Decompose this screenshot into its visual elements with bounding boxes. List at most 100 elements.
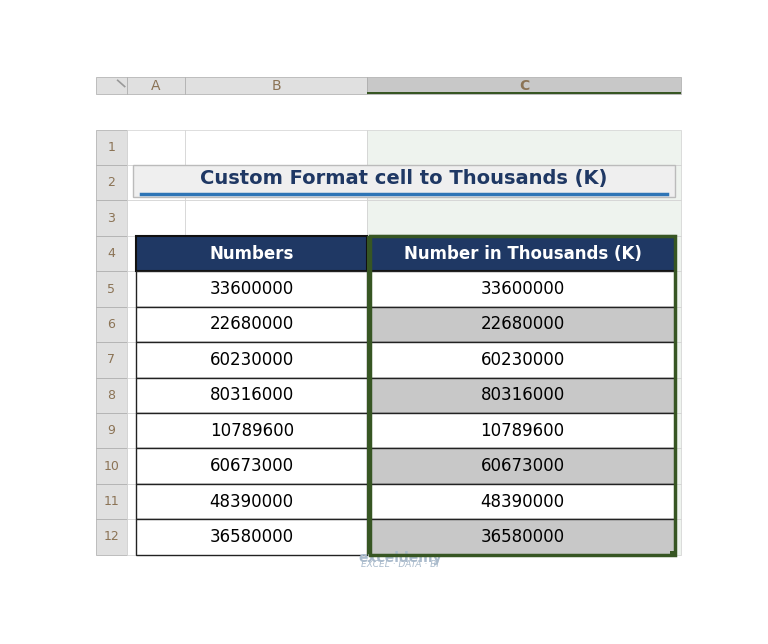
Bar bbox=[127, 236, 185, 271]
Text: 1: 1 bbox=[108, 141, 115, 154]
Bar bbox=[185, 236, 367, 271]
Text: 60673000: 60673000 bbox=[481, 457, 564, 475]
Bar bbox=[367, 377, 681, 413]
Bar bbox=[370, 236, 675, 554]
Bar bbox=[127, 165, 185, 200]
Text: Numbers: Numbers bbox=[210, 245, 294, 263]
Text: 7: 7 bbox=[108, 354, 115, 366]
Bar bbox=[367, 377, 369, 413]
Bar bbox=[127, 271, 185, 307]
Bar bbox=[136, 271, 367, 307]
Bar bbox=[127, 413, 185, 448]
Bar bbox=[367, 77, 681, 94]
Bar bbox=[367, 307, 369, 342]
Bar bbox=[185, 165, 367, 200]
Bar bbox=[96, 307, 127, 342]
Bar bbox=[136, 519, 367, 554]
Text: 11: 11 bbox=[104, 495, 119, 508]
Bar bbox=[367, 236, 681, 271]
Text: 48390000: 48390000 bbox=[210, 493, 294, 511]
Bar bbox=[127, 77, 185, 94]
Bar bbox=[367, 484, 681, 519]
Bar bbox=[136, 377, 367, 413]
Bar bbox=[96, 236, 127, 271]
Text: 48390000: 48390000 bbox=[481, 493, 564, 511]
Bar bbox=[367, 519, 681, 554]
Bar bbox=[370, 377, 675, 413]
Bar bbox=[127, 448, 185, 484]
Bar bbox=[96, 129, 127, 165]
Text: 8: 8 bbox=[108, 389, 115, 402]
Text: 6: 6 bbox=[108, 318, 115, 331]
Bar bbox=[136, 448, 367, 484]
Text: 3: 3 bbox=[108, 212, 115, 225]
Bar bbox=[367, 271, 369, 307]
Bar bbox=[370, 342, 675, 377]
Text: 60230000: 60230000 bbox=[210, 351, 294, 369]
Text: Number in Thousands (K): Number in Thousands (K) bbox=[404, 245, 641, 263]
Bar bbox=[367, 200, 681, 236]
Text: EXCEL · DATA · BI: EXCEL · DATA · BI bbox=[361, 560, 439, 569]
Bar bbox=[367, 165, 681, 200]
Bar bbox=[185, 200, 367, 236]
Text: 9: 9 bbox=[108, 424, 115, 437]
Text: 36580000: 36580000 bbox=[481, 528, 564, 546]
Bar bbox=[367, 236, 369, 554]
Text: C: C bbox=[519, 79, 529, 93]
Bar bbox=[96, 413, 127, 448]
Bar bbox=[370, 236, 675, 271]
Bar bbox=[127, 377, 185, 413]
Text: 2: 2 bbox=[108, 176, 115, 189]
Bar bbox=[370, 484, 675, 519]
Bar bbox=[370, 307, 675, 342]
Text: 36580000: 36580000 bbox=[210, 528, 294, 546]
Text: exceldemy: exceldemy bbox=[358, 551, 442, 565]
Text: 10789600: 10789600 bbox=[210, 422, 294, 440]
Bar bbox=[127, 129, 185, 165]
Bar bbox=[127, 484, 185, 519]
Text: 10789600: 10789600 bbox=[481, 422, 564, 440]
Bar bbox=[185, 413, 367, 448]
Text: B: B bbox=[271, 79, 281, 93]
Text: 80316000: 80316000 bbox=[481, 386, 564, 404]
Bar bbox=[133, 165, 675, 198]
Bar bbox=[367, 519, 369, 554]
Bar bbox=[367, 413, 369, 448]
Text: 4: 4 bbox=[108, 247, 115, 260]
Bar bbox=[127, 342, 185, 377]
Text: Custom Format cell to Thousands (K): Custom Format cell to Thousands (K) bbox=[200, 169, 607, 187]
Text: 22680000: 22680000 bbox=[481, 316, 564, 334]
Bar bbox=[96, 200, 127, 236]
Bar bbox=[96, 77, 127, 94]
Text: 12: 12 bbox=[104, 531, 119, 544]
Bar bbox=[367, 342, 681, 377]
Bar bbox=[367, 307, 681, 342]
Text: 22680000: 22680000 bbox=[210, 316, 294, 334]
Bar bbox=[367, 236, 369, 271]
Bar bbox=[96, 271, 127, 307]
Text: 80316000: 80316000 bbox=[210, 386, 294, 404]
Bar bbox=[96, 165, 127, 200]
Text: 5: 5 bbox=[108, 283, 115, 296]
Bar bbox=[367, 413, 681, 448]
Bar bbox=[96, 484, 127, 519]
Bar bbox=[185, 484, 367, 519]
Bar bbox=[370, 448, 675, 484]
Text: 33600000: 33600000 bbox=[210, 280, 294, 298]
Bar bbox=[96, 377, 127, 413]
Bar bbox=[185, 377, 367, 413]
Text: 10: 10 bbox=[104, 460, 120, 473]
Text: 60230000: 60230000 bbox=[481, 351, 564, 369]
Bar bbox=[136, 484, 367, 519]
Bar bbox=[96, 342, 127, 377]
Text: 60673000: 60673000 bbox=[210, 457, 294, 475]
Bar bbox=[367, 342, 369, 377]
Bar bbox=[367, 448, 369, 484]
Bar bbox=[670, 551, 677, 557]
Bar bbox=[185, 129, 367, 165]
Bar bbox=[185, 77, 367, 94]
Bar bbox=[367, 448, 681, 484]
Bar bbox=[96, 519, 127, 554]
Bar bbox=[127, 307, 185, 342]
Bar bbox=[136, 307, 367, 342]
